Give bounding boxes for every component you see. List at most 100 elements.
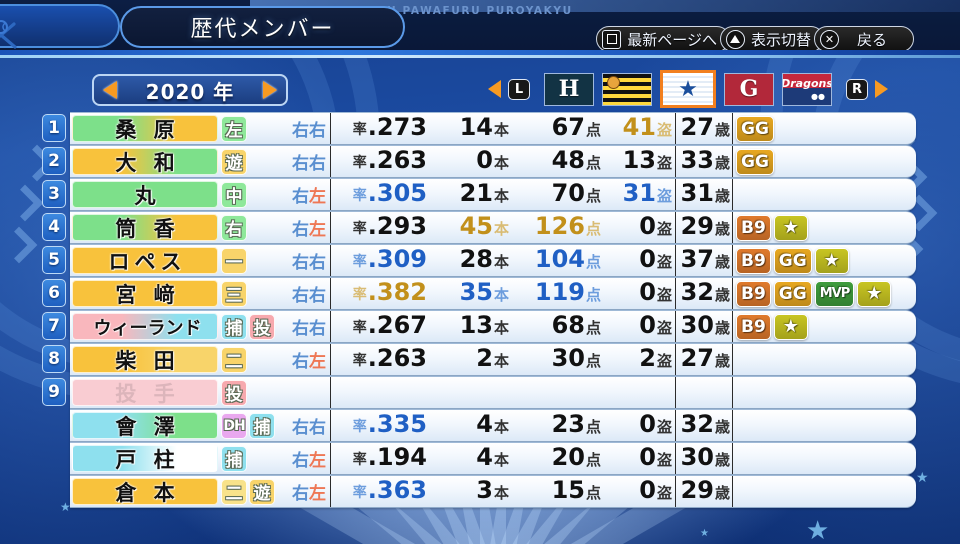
- table-row[interactable]: 3 丸中右左率 .305 21 本 70 点 31 盗 31 歳: [42, 178, 916, 211]
- year-next-icon[interactable]: [262, 81, 277, 99]
- player-name-cell[interactable]: 投 手: [70, 377, 220, 408]
- stat-cell: 28 本: [427, 245, 509, 276]
- player-name-cell[interactable]: 宮 﨑: [70, 278, 220, 309]
- award-badge: ★: [814, 247, 849, 274]
- stat-value: 20: [551, 443, 585, 471]
- player-name-cell[interactable]: 戸 柱: [70, 443, 220, 474]
- name-background: [72, 412, 218, 439]
- stat-value: 30: [551, 344, 585, 372]
- bat-hand: 左: [309, 484, 326, 504]
- column-divider: [732, 212, 733, 243]
- table-row[interactable]: 5 ロペス一右右率 .309 28 本 104 点 0 盗 37 歳 B9 GG ★: [42, 244, 916, 277]
- table-row[interactable]: 7 ウィーランド捕投右右率 .267 13 本 68 点 0 盗 30 歳 B9 ★: [42, 310, 916, 343]
- stat-value: 126: [534, 212, 585, 240]
- stat-value: 4: [476, 443, 493, 471]
- baystars-logo[interactable]: ★: [660, 70, 716, 108]
- latest-page-button[interactable]: 最新ページへ: [596, 26, 730, 52]
- player-name-cell[interactable]: 大 和: [70, 146, 220, 177]
- table-row[interactable]: 倉 本二遊右左率 .363 3 本 15 点 0 盗 29 歳: [42, 475, 916, 508]
- player-name-cell[interactable]: 柴 田: [70, 344, 220, 375]
- position-badge: 三: [221, 280, 247, 307]
- page-header: JIKKYOU PAWAFURU PUROYAKYU 歴代メンバー 最新ページへ…: [0, 0, 960, 58]
- throw-bat-cell: 右右: [278, 278, 330, 309]
- position-badge: 捕: [221, 313, 247, 340]
- player-name: 桑 原: [115, 117, 180, 142]
- stat-cell: 21 本: [427, 179, 509, 210]
- position-badge: 遊: [249, 478, 275, 505]
- stat-cell: 45 本: [427, 212, 509, 243]
- table-row[interactable]: 會 澤 DH 捕右右率 .335 4 本 23 点 0 盗 32 歳: [42, 409, 916, 442]
- stat-value: .382: [367, 278, 427, 306]
- stat-cell: 27 歳: [676, 344, 732, 375]
- dragons-logo[interactable]: Dragons ●●: [782, 72, 832, 106]
- toggle-display-button[interactable]: 表示切替: [719, 26, 824, 52]
- hawks-logo[interactable]: H: [544, 72, 594, 106]
- lineup-number: 2: [42, 147, 66, 175]
- column-divider: [732, 377, 733, 408]
- player-name-cell[interactable]: ロペス: [70, 245, 220, 276]
- stat-value: 14: [459, 113, 493, 141]
- player-name-cell[interactable]: 丸: [70, 179, 220, 210]
- header-sheen: [250, 0, 960, 12]
- position-cell: 捕投: [220, 311, 278, 342]
- table-row[interactable]: 9 投 手 投: [42, 376, 916, 409]
- stat-unit: 点: [585, 253, 601, 271]
- year-value: 2020 年: [145, 79, 235, 104]
- player-name-cell[interactable]: ウィーランド: [70, 311, 220, 342]
- table-row[interactable]: 戸 柱捕右左率 .194 4 本 20 点 0 盗 30 歳: [42, 442, 916, 475]
- lineup-number: 1: [42, 114, 66, 142]
- stat-cell: 30 点: [509, 344, 601, 375]
- stat-value: .263: [367, 344, 427, 372]
- awards-cell: B9 ★: [733, 311, 916, 342]
- player-name-cell[interactable]: 倉 本: [70, 476, 220, 507]
- name-background: [72, 346, 218, 373]
- stat-value: 32: [680, 410, 714, 438]
- year-selector[interactable]: 2020 年: [92, 74, 288, 106]
- column-divider: [675, 377, 676, 408]
- stat-unit: 点: [585, 319, 601, 337]
- back-button[interactable]: ✕ 戻る: [813, 26, 914, 52]
- stat-unit: 本: [493, 220, 509, 238]
- team-next-icon[interactable]: [875, 80, 888, 98]
- player-name-cell[interactable]: 會 澤: [70, 410, 220, 441]
- tigers-logo[interactable]: [602, 72, 652, 106]
- stat-cell: [601, 377, 675, 408]
- header-underline-light: [0, 55, 960, 58]
- giants-logo[interactable]: G: [724, 72, 774, 106]
- stat-prefix: 率: [352, 287, 367, 303]
- stat-cell: 14 本: [427, 113, 509, 144]
- stat-unit: 点: [585, 451, 601, 469]
- stat-value: 4: [476, 410, 493, 438]
- stat-cell: 15 点: [509, 476, 601, 507]
- team-prev-icon[interactable]: [488, 80, 501, 98]
- stat-value: 68: [551, 311, 585, 339]
- name-background: [72, 379, 218, 406]
- position-badge: 右: [221, 214, 247, 241]
- position-cell: 捕: [220, 443, 278, 474]
- award-badge: MVP: [814, 280, 855, 307]
- player-name: 丸: [134, 183, 161, 208]
- throw-hand: 右: [292, 154, 309, 174]
- lineup-number: 7: [42, 312, 66, 340]
- position-badge: 中: [221, 181, 247, 208]
- cross-button-icon: ✕: [819, 29, 839, 49]
- stat-unit: 盗: [656, 418, 672, 436]
- year-prev-icon[interactable]: [103, 81, 117, 99]
- stat-value: 0: [639, 476, 656, 504]
- stat-prefix: 率: [352, 122, 367, 138]
- player-name-cell[interactable]: 桑 原: [70, 113, 220, 144]
- throw-bat-cell: 右右: [278, 113, 330, 144]
- stat-prefix: 率: [352, 353, 367, 369]
- player-name-cell[interactable]: 筒 香: [70, 212, 220, 243]
- stat-value: 41: [622, 113, 656, 141]
- stat-unit: 盗: [656, 121, 672, 139]
- stat-cell: 率 .363: [331, 476, 427, 507]
- stat-cell: 率 .263: [331, 344, 427, 375]
- column-divider: [732, 278, 733, 309]
